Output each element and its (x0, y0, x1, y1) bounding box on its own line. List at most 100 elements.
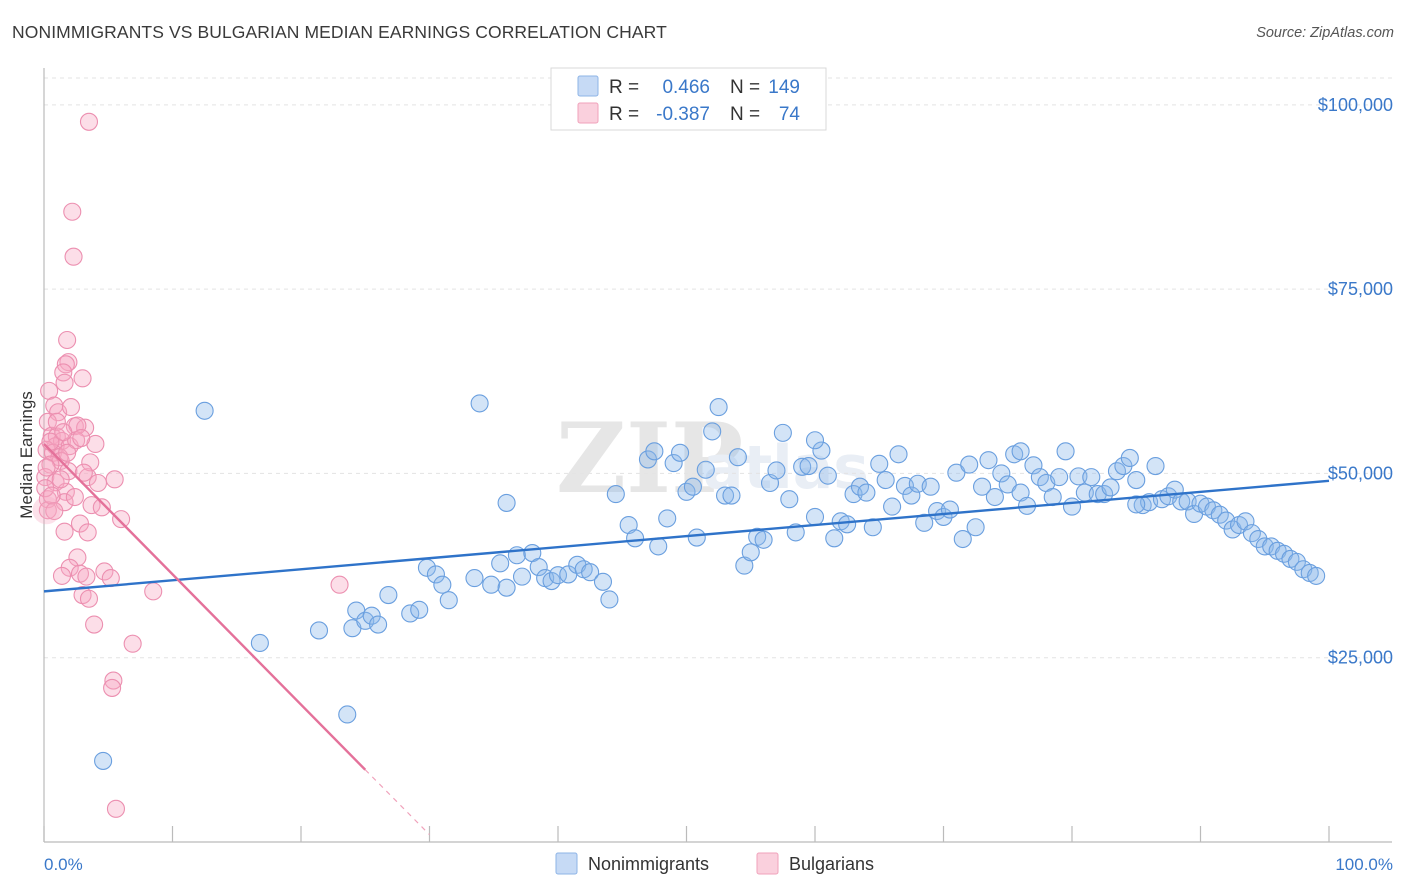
point-nonimmigrants (793, 457, 812, 476)
point-nonimmigrants (947, 463, 966, 482)
point-nonimmigrants (857, 483, 876, 502)
series-nonimmigrants (94, 394, 1326, 770)
point-nonimmigrants (696, 460, 715, 479)
point-nonimmigrants (195, 401, 214, 420)
point-nonimmigrants (985, 487, 1004, 507)
point-nonimmigrants (960, 455, 979, 474)
point-nonimmigrants (671, 443, 690, 462)
point-nonimmigrants (972, 477, 992, 496)
point-nonimmigrants (309, 621, 329, 640)
point-nonimmigrants (470, 394, 489, 413)
point-nonimmigrants (863, 518, 882, 537)
point-bulgarians (123, 634, 142, 653)
legend-n-label-2: N = (730, 104, 760, 125)
point-nonimmigrants (728, 448, 747, 467)
point-bulgarians (55, 522, 74, 541)
point-nonimmigrants (780, 490, 799, 509)
point-nonimmigrants (401, 604, 420, 623)
point-bulgarians (37, 458, 56, 477)
point-nonimmigrants (593, 572, 613, 591)
point-bulgarians (85, 615, 104, 634)
point-nonimmigrants (1056, 442, 1075, 461)
point-nonimmigrants (497, 578, 516, 597)
x-ticks (43, 826, 1330, 842)
legend-swatch-bulgarians (577, 102, 599, 124)
point-nonimmigrants (1101, 478, 1120, 497)
point-nonimmigrants (979, 451, 998, 470)
point-bulgarians (72, 428, 91, 448)
point-nonimmigrants (581, 563, 600, 582)
point-bulgarians (74, 463, 93, 482)
legend-n-value-2: 74 (779, 104, 801, 125)
point-nonimmigrants (439, 591, 458, 610)
point-bulgarians (92, 498, 111, 517)
point-nonimmigrants (649, 537, 668, 556)
y-tick-label: $75,000 (1328, 279, 1393, 299)
point-bulgarians (51, 470, 70, 489)
point-nonimmigrants (773, 423, 792, 442)
trendline-nonimmigrants (43, 479, 1330, 593)
trendlines (43, 443, 1330, 836)
point-nonimmigrants (491, 554, 510, 573)
y-tick-label: $100,000 (1318, 95, 1393, 115)
point-bulgarians (79, 589, 99, 608)
x-tick-label-min: 0.0% (44, 855, 83, 874)
point-nonimmigrants (1050, 468, 1069, 487)
point-bulgarians (79, 112, 99, 131)
point-nonimmigrants (433, 575, 452, 594)
legend-r-value-1: 0.466 (662, 77, 710, 98)
point-nonimmigrants (870, 454, 889, 473)
point-bulgarians (73, 369, 92, 388)
point-nonimmigrants (548, 566, 568, 585)
point-bulgarians (58, 443, 77, 462)
legend-n-value-1: 149 (768, 77, 800, 98)
point-bulgarians (81, 453, 100, 472)
point-nonimmigrants (805, 507, 825, 526)
point-nonimmigrants (379, 586, 398, 605)
point-nonimmigrants (512, 567, 532, 586)
point-bulgarians (103, 678, 122, 697)
gridlines (44, 77, 1392, 659)
point-nonimmigrants (94, 751, 113, 770)
bottom-legend-swatch-nonimmigrants (555, 852, 578, 875)
point-bulgarians (112, 510, 131, 529)
point-nonimmigrants (1127, 471, 1146, 490)
point-bulgarians (105, 470, 124, 489)
point-bulgarians (61, 398, 81, 417)
point-nonimmigrants (703, 422, 722, 441)
point-nonimmigrants (1236, 512, 1255, 531)
point-nonimmigrants (915, 513, 934, 532)
point-nonimmigrants (902, 486, 921, 505)
bottom-legend-bulgarians: Bulgarians (789, 854, 874, 874)
point-nonimmigrants (482, 575, 501, 594)
x-tick-labels: 0.0% 100.0% (44, 855, 1393, 874)
point-nonimmigrants (838, 515, 857, 534)
point-nonimmigrants (1287, 552, 1306, 571)
point-nonimmigrants (767, 461, 786, 480)
point-bulgarians (45, 501, 64, 521)
point-nonimmigrants (1307, 566, 1326, 585)
y-axis-title: Median Earnings (17, 391, 36, 519)
point-nonimmigrants (754, 530, 773, 549)
point-nonimmigrants (953, 529, 972, 549)
point-nonimmigrants (250, 633, 269, 653)
point-nonimmigrants (497, 493, 516, 512)
series-legend: Nonimmigrants Bulgarians (555, 852, 874, 875)
legend-r-label-2: R = (609, 104, 639, 125)
point-bulgarians (65, 487, 84, 507)
point-nonimmigrants (818, 466, 837, 485)
point-bulgarians (144, 582, 163, 601)
point-nonimmigrants (1120, 448, 1139, 467)
point-nonimmigrants (883, 497, 902, 516)
trendline-bulgarians (43, 443, 367, 771)
point-bulgarians (38, 501, 57, 520)
legend-r-label-1: R = (609, 77, 639, 98)
point-nonimmigrants (876, 471, 895, 490)
chart-title: NONIMMIGRANTS VS BULGARIAN MEDIAN EARNIN… (12, 22, 667, 42)
bottom-legend-swatch-bulgarians (756, 852, 779, 875)
bottom-legend-nonimmigrants: Nonimmigrants (588, 854, 709, 874)
point-nonimmigrants (1069, 467, 1088, 486)
point-bulgarians (42, 486, 61, 505)
point-nonimmigrants (338, 705, 357, 724)
point-nonimmigrants (1082, 468, 1101, 487)
